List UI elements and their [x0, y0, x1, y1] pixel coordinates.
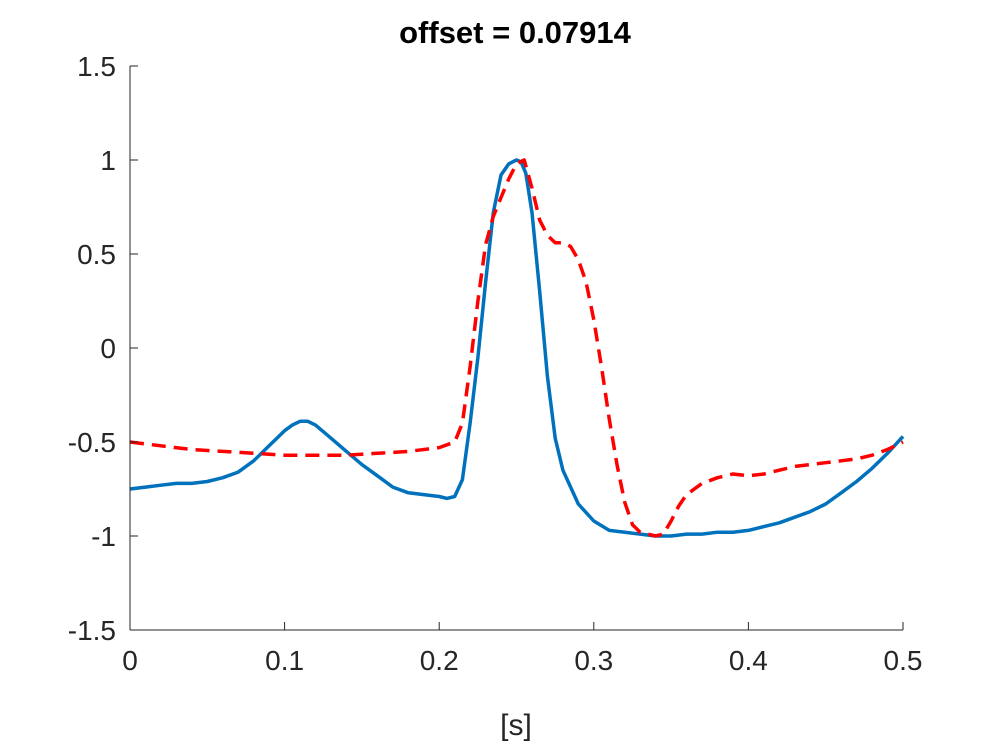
x-axis-label: [s] [500, 709, 532, 742]
tick-layer: 0 0.1 0.2 0.3 0.4 0.5 -1.5 -1 -0.5 0 0.5 1 1.5 [68, 51, 923, 676]
y-tick-label: 0.5 [77, 239, 116, 270]
y-tick-label: 1.5 [77, 51, 116, 82]
series-layer [129, 158, 905, 538]
y-tick-label: 1 [100, 145, 116, 176]
y-tick-label: -1.5 [68, 615, 116, 646]
series-line-2 [129, 158, 904, 538]
x-tick-label: 0.5 [884, 645, 923, 676]
y-tick-label: -0.5 [68, 427, 116, 458]
y-tick-label: -1 [91, 521, 116, 552]
series-line-1 [129, 158, 905, 538]
x-tick-label: 0 [122, 645, 138, 676]
x-tick-label: 0.4 [729, 645, 768, 676]
x-tick-label: 0.2 [420, 645, 459, 676]
x-tick-label: 0.1 [265, 645, 304, 676]
x-tick-label: 0.3 [574, 645, 613, 676]
y-tick-label: 0 [100, 333, 116, 364]
chart-title: offset = 0.07914 [399, 15, 632, 50]
